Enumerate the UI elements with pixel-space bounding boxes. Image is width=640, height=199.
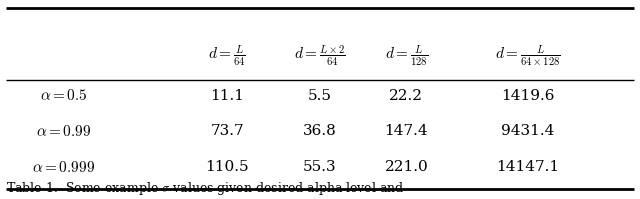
Text: $\alpha = 0.5$: $\alpha = 0.5$ bbox=[40, 88, 88, 103]
Text: $d = \frac{L}{128}$: $d = \frac{L}{128}$ bbox=[385, 43, 428, 68]
Text: $\alpha = 0.99$: $\alpha = 0.99$ bbox=[36, 124, 92, 139]
Text: 73.7: 73.7 bbox=[211, 124, 244, 138]
Text: 5.5: 5.5 bbox=[308, 89, 332, 102]
Text: 1419.6: 1419.6 bbox=[501, 89, 555, 102]
Text: $d = \frac{L}{64}$: $d = \frac{L}{64}$ bbox=[208, 43, 246, 68]
Text: 11.1: 11.1 bbox=[210, 89, 244, 102]
Text: 22.2: 22.2 bbox=[389, 89, 424, 102]
Text: $d = \frac{L\times2}{64}$: $d = \frac{L\times2}{64}$ bbox=[294, 43, 346, 68]
Text: 147.4: 147.4 bbox=[385, 124, 428, 138]
Text: $\alpha = 0.999$: $\alpha = 0.999$ bbox=[33, 160, 95, 175]
Text: Table 1.  Some example $\sigma$ values given desired alpha level and: Table 1. Some example $\sigma$ values gi… bbox=[6, 180, 405, 197]
Text: 55.3: 55.3 bbox=[303, 160, 337, 174]
Text: 36.8: 36.8 bbox=[303, 124, 337, 138]
Text: 9431.4: 9431.4 bbox=[501, 124, 555, 138]
Text: 221.0: 221.0 bbox=[385, 160, 428, 174]
Text: 110.5: 110.5 bbox=[205, 160, 249, 174]
Text: $d = \frac{L}{64\times128}$: $d = \frac{L}{64\times128}$ bbox=[495, 43, 561, 68]
Text: 14147.1: 14147.1 bbox=[497, 160, 559, 174]
